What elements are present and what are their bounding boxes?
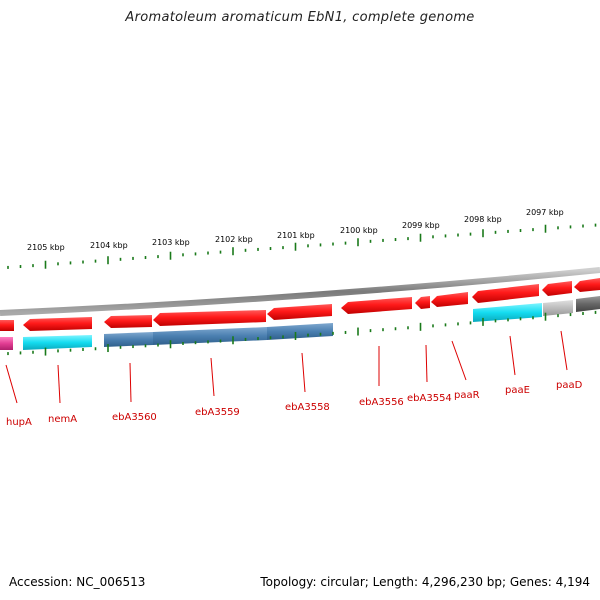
cds-next[interactable]: [576, 296, 600, 312]
leader-paaR: [451, 340, 467, 381]
gene-ebA3559[interactable]: [153, 310, 266, 326]
gene-nemA[interactable]: [23, 317, 92, 331]
leader-lines: [5, 330, 568, 404]
gene-paaE[interactable]: [472, 284, 539, 303]
leader-paaD: [560, 330, 568, 371]
leader-ebA3559: [210, 357, 215, 397]
gene-hupA[interactable]: [0, 320, 14, 331]
cds-paaD[interactable]: [543, 300, 573, 316]
gene-label-paaE[interactable]: paaE: [505, 385, 530, 396]
gene-ebA3560[interactable]: [104, 315, 152, 328]
cds-nemA[interactable]: [23, 335, 92, 350]
cds-ebA3559[interactable]: [153, 327, 267, 345]
leader-nemA: [57, 364, 61, 404]
leader-ebA3558: [301, 352, 306, 393]
cds-track: [0, 296, 600, 350]
kbp-label-2098: 2098 kbp: [464, 215, 502, 224]
leader-ebA3554: [425, 344, 428, 383]
gene-ebA3554[interactable]: [415, 296, 430, 309]
gene-labels: hupA nemA ebA3560 ebA3559 ebA3558 ebA355…: [6, 380, 583, 428]
gene-label-nemA[interactable]: nemA: [48, 414, 77, 425]
leader-hupA: [5, 364, 18, 404]
cds-ebA3558[interactable]: [267, 323, 333, 340]
kbp-label-2105: 2105 kbp: [27, 243, 65, 252]
outer-tick-track: [7, 223, 597, 269]
gene-ebA3558[interactable]: [267, 304, 332, 320]
leader-paaE: [509, 335, 516, 376]
accession-text: Accession: NC_006513: [9, 575, 146, 589]
gene-label-ebA3559[interactable]: ebA3559: [195, 407, 240, 418]
cds-hupA[interactable]: [0, 337, 13, 350]
gene-label-paaD[interactable]: paaD: [556, 380, 583, 391]
kbp-label-2104: 2104 kbp: [90, 241, 128, 250]
gene-label-ebA3554[interactable]: ebA3554: [407, 393, 452, 404]
gene-label-ebA3560[interactable]: ebA3560: [112, 412, 157, 423]
genome-summary-text: Topology: circular; Length: 4,296,230 bp…: [260, 575, 590, 589]
kbp-label-2103: 2103 kbp: [152, 238, 190, 247]
kbp-label-2097: 2097 kbp: [526, 208, 564, 217]
kbp-label-2100: 2100 kbp: [340, 226, 378, 235]
gene-track: [0, 278, 600, 331]
kbp-label-2101: 2101 kbp: [277, 231, 315, 240]
gene-ebA3556[interactable]: [341, 297, 412, 314]
kbp-label-2102: 2102 kbp: [215, 235, 253, 244]
gene-paaD[interactable]: [542, 281, 572, 296]
gene-next[interactable]: [574, 278, 600, 292]
gene-label-ebA3558[interactable]: ebA3558: [285, 402, 330, 413]
genome-backbone: [0, 267, 600, 316]
gene-paaR[interactable]: [431, 292, 468, 307]
gene-label-hupA[interactable]: hupA: [6, 417, 32, 428]
leader-ebA3560: [129, 362, 132, 403]
kbp-label-2099: 2099 kbp: [402, 221, 440, 230]
cds-paaE[interactable]: [473, 303, 542, 322]
gene-label-paaR[interactable]: paaR: [454, 390, 480, 401]
gene-label-ebA3556[interactable]: ebA3556: [359, 397, 404, 408]
cds-ebA3560[interactable]: [104, 332, 153, 347]
inner-tick-track: [7, 310, 597, 356]
kbp-labels: 2105 kbp 2104 kbp 2103 kbp 2102 kbp 2101…: [27, 208, 564, 252]
map-title: Aromatoleum aromaticum EbN1, complete ge…: [125, 10, 475, 25]
